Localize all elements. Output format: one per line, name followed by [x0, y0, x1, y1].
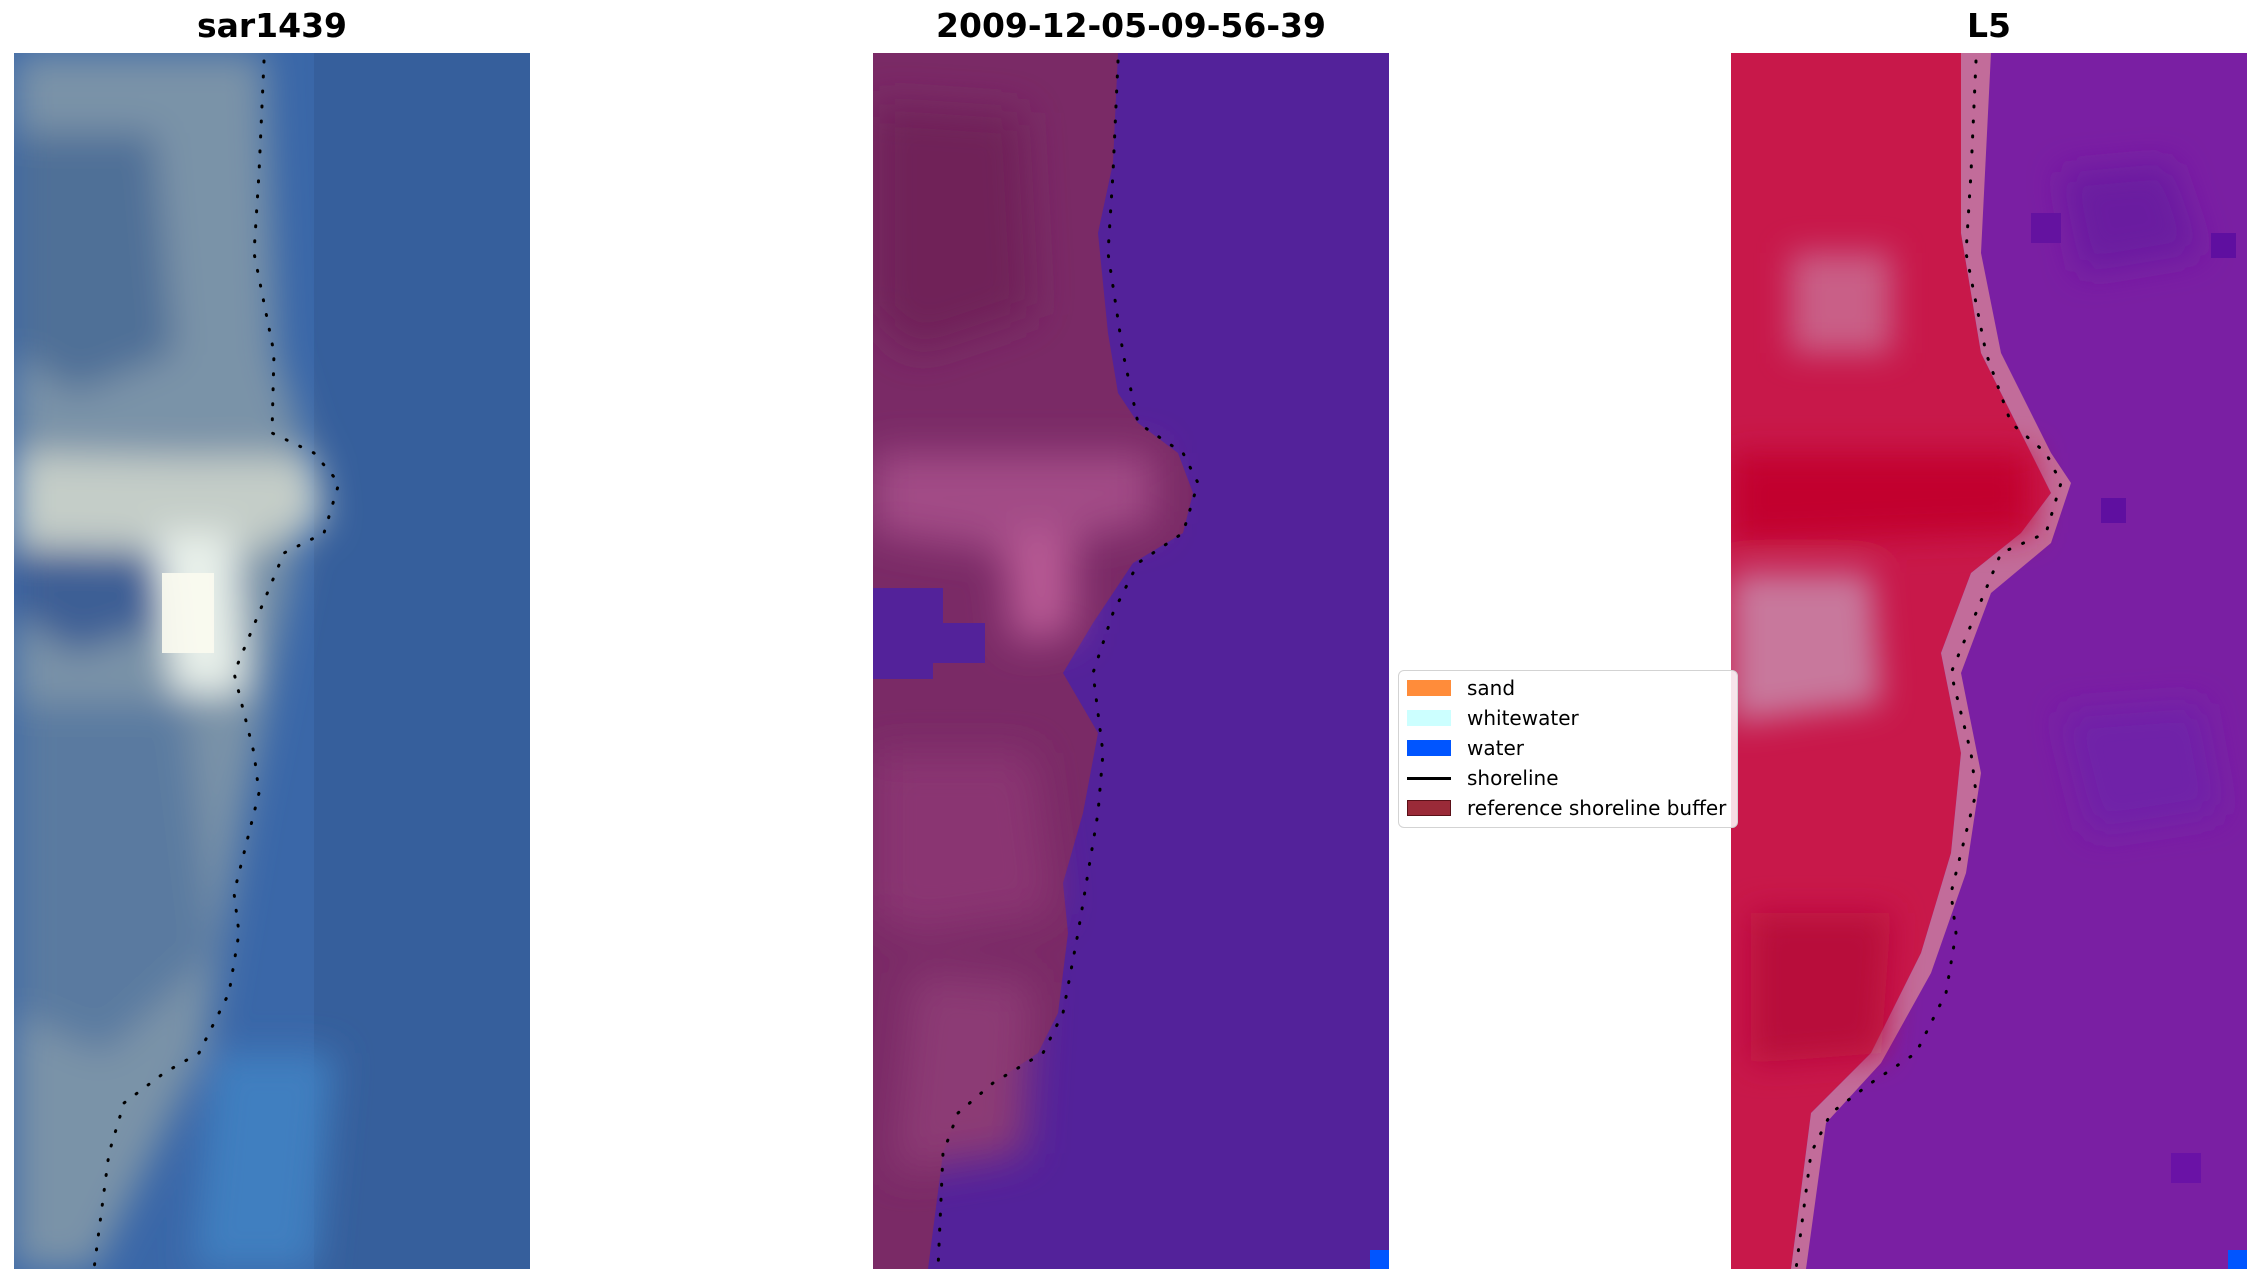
legend-item-whitewater: whitewater: [1407, 705, 1579, 731]
shoreline-trace: [1794, 59, 2063, 1269]
water-swatch: [1407, 740, 1451, 756]
legend-item-reference-buffer: reference shoreline buffer: [1407, 795, 1726, 821]
classified-image: [873, 53, 1389, 1269]
legend-item-water: water: [1407, 735, 1524, 761]
index-image-panel: [1731, 53, 2247, 1269]
legend-label: whitewater: [1467, 706, 1579, 730]
panel-title-rgb: sar1439: [196, 6, 348, 45]
classified-image-panel: [873, 53, 1389, 1269]
whitewater-swatch: [1407, 710, 1451, 726]
shoreline-trace: [936, 59, 1200, 1269]
legend-item-shoreline: shoreline: [1407, 765, 1559, 791]
reference-buffer-swatch: [1407, 800, 1451, 816]
legend: sand whitewater water shoreline referenc…: [1398, 670, 1738, 828]
panel-title-classified: 2009-12-05-09-56-39: [936, 6, 1326, 45]
legend-label: sand: [1467, 676, 1516, 700]
rgb-image: [14, 53, 530, 1269]
legend-label: reference shoreline buffer: [1467, 796, 1727, 820]
legend-label: water: [1467, 736, 1524, 760]
water-pixel: [1370, 1250, 1389, 1269]
legend-item-sand: sand: [1407, 675, 1515, 701]
shoreline-line-icon: [1407, 776, 1451, 780]
index-image: [1731, 53, 2247, 1269]
sand-swatch: [1407, 680, 1451, 696]
legend-label: shoreline: [1467, 766, 1559, 790]
panel-title-index: L5: [1967, 6, 2011, 45]
rgb-image-panel: [14, 53, 530, 1269]
